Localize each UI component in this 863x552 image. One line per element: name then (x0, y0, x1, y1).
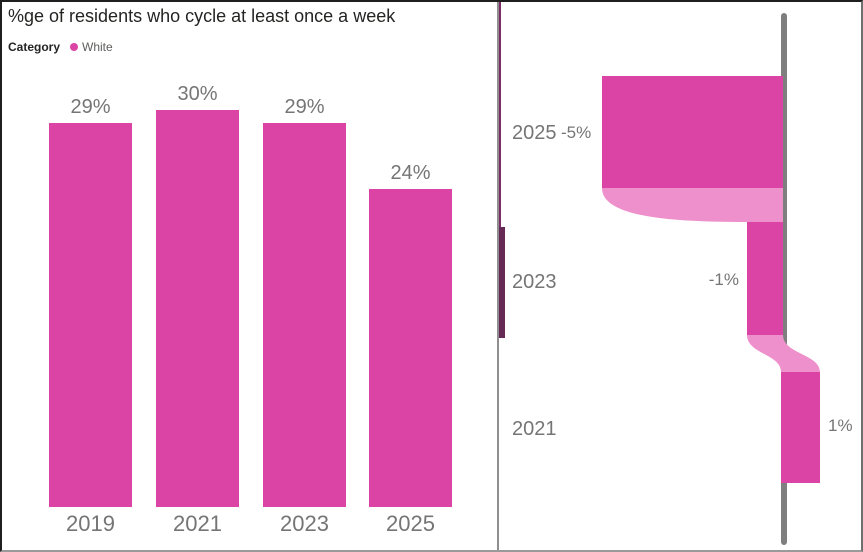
flow-plot-area: 2025 -5% 2023 -1% 2021 1% (499, 2, 861, 550)
bar-value-label: 29% (284, 96, 325, 118)
flow-year-label-2023: 2023 (512, 271, 557, 293)
change-block-2025[interactable] (602, 76, 783, 188)
bar-chart-panel: %ge of residents who cycle at least once… (2, 2, 497, 550)
legend-field-label: Category (8, 40, 61, 54)
change-block-2023[interactable] (747, 222, 783, 335)
flow-year-label-2025: 2025 (512, 122, 557, 144)
axis-overlap-strip (499, 227, 505, 338)
flow-ribbon-2025-2023[interactable] (602, 188, 783, 222)
x-axis-label: 2023 (280, 511, 329, 536)
bar-2025[interactable] (369, 189, 452, 507)
bar-2019[interactable] (49, 123, 132, 507)
change-block-2021[interactable] (781, 372, 820, 483)
axis-overlap-strip (499, 114, 501, 227)
bar-plot-area: 29% 2019 30% 2021 29% 2023 24% 2025 (2, 2, 497, 550)
bar-value-label: 24% (390, 162, 431, 184)
axis-overlap-strip (499, 2, 501, 114)
flow-delta-label-2021: 1% (828, 416, 853, 435)
legend-item-label[interactable]: White (82, 40, 113, 54)
zero-axis-line (781, 13, 787, 545)
legend-color-dot (70, 43, 79, 51)
change-flow-panel: 2025 -5% 2023 -1% 2021 1% (499, 2, 861, 550)
bar-value-label: 30% (177, 83, 218, 105)
legend: Category White (8, 40, 113, 54)
flow-ribbons (602, 188, 820, 372)
bar-value-label: 29% (70, 96, 111, 118)
flow-year-label-2021: 2021 (512, 418, 557, 440)
flow-delta-label-2025: -5% (561, 123, 592, 142)
chart-title: %ge of residents who cycle at least once… (8, 6, 396, 26)
panel-divider (497, 2, 499, 550)
bar-2023[interactable] (263, 123, 346, 507)
flow-delta-label-2023: -1% (708, 270, 739, 289)
flow-ribbon-2023-2021[interactable] (747, 335, 820, 372)
x-axis-label: 2021 (173, 511, 222, 536)
x-axis-label: 2025 (386, 511, 435, 536)
bar-2021[interactable] (156, 110, 239, 507)
x-axis-label: 2019 (66, 511, 115, 536)
